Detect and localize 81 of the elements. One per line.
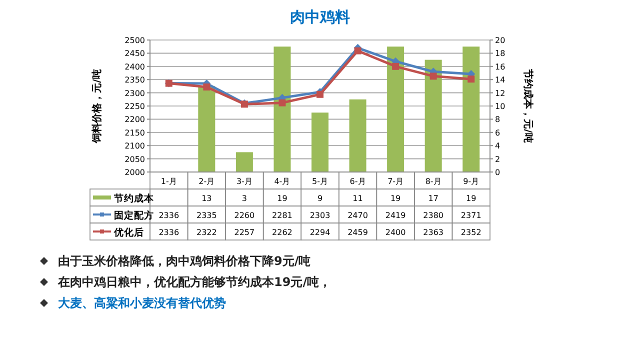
point	[203, 83, 210, 90]
data-label: 2380	[423, 211, 444, 220]
point	[468, 76, 475, 83]
data-label: 2400	[385, 228, 406, 237]
data-label: 2470	[348, 211, 368, 220]
data-label: 2260	[234, 211, 255, 220]
y2-tick-label: 18	[495, 49, 506, 58]
point	[354, 47, 362, 54]
y-tick-label: 2500	[124, 36, 145, 45]
x-tick-label: 8-月	[425, 177, 442, 186]
bar	[274, 46, 291, 172]
data-label: 13	[202, 194, 212, 203]
legend-label: 固定配方	[114, 210, 154, 222]
data-label: 3	[242, 194, 247, 203]
point	[316, 90, 324, 98]
x-tick-label: 5-月	[312, 177, 328, 186]
x-tick-label: 6-月	[350, 177, 366, 186]
x-tick-label: 3-月	[236, 177, 252, 186]
y2-tick-label: 14	[495, 76, 506, 85]
bar	[198, 86, 216, 172]
data-label: 2303	[310, 211, 330, 220]
data-label: 9	[317, 194, 323, 203]
y-axis-title: 饲料价格，元/吨	[91, 69, 103, 144]
y2-tick-label: 20	[495, 36, 506, 45]
data-label: 19	[277, 194, 288, 203]
y2-axis-title: 节约成本，元/吨	[522, 68, 534, 143]
y2-tick-label: 8	[495, 115, 500, 124]
data-label: 2262	[272, 228, 292, 237]
data-label: 2257	[234, 228, 255, 237]
data-label: 2459	[348, 228, 368, 237]
y-tick-label: 2250	[124, 102, 145, 111]
data-label: 2335	[196, 211, 217, 220]
text: 由于玉米价格降低，肉中鸡饲料价格下降9元/吨	[58, 254, 311, 268]
data-label: 2281	[272, 211, 292, 220]
y-tick-label: 2350	[124, 76, 145, 85]
y-tick-label: 2400	[124, 62, 145, 72]
bar	[236, 152, 253, 172]
data-label: 2294	[310, 228, 330, 237]
y2-tick-label: 6	[495, 128, 500, 138]
data-label: 2336	[158, 228, 180, 237]
y2-tick-label: 0	[495, 168, 500, 177]
y2-tick-label: 16	[495, 62, 506, 72]
data-label: 2336	[158, 211, 180, 220]
data-label: 2363	[423, 228, 444, 237]
data-label: 19	[466, 194, 476, 203]
y-tick-label: 2150	[124, 128, 145, 138]
x-tick-label: 2-月	[198, 177, 215, 186]
bar	[312, 112, 328, 172]
y-tick-label: 2000	[124, 168, 145, 177]
data-label: 2419	[385, 211, 406, 220]
text: 大麦、高粱和小麦没有替代优势	[58, 296, 226, 310]
x-tick-label: 1-月	[160, 177, 177, 186]
y-tick-label: 2050	[124, 154, 145, 164]
x-tick-label: 4-月	[274, 177, 290, 186]
x-tick-label: 7-月	[388, 177, 404, 186]
bar	[462, 46, 480, 172]
bar	[387, 46, 404, 172]
data-label: 2371	[460, 211, 482, 220]
data-label: 19	[390, 194, 401, 203]
y-tick-label: 2100	[124, 142, 145, 151]
data-label: 2352	[460, 228, 482, 237]
data-label: 11	[352, 194, 363, 203]
point	[392, 62, 400, 70]
y-tick-label: 2300	[124, 88, 145, 98]
y-tick-label: 2200	[124, 115, 145, 124]
text: 在肉中鸡日粮中，优化配方能够节约成本19元/吨，	[57, 275, 332, 289]
y2-tick-label: 10	[495, 102, 506, 111]
bar	[424, 60, 442, 172]
legend-label: 节约成本	[113, 192, 155, 204]
x-tick-label: 9-月	[463, 177, 480, 186]
chart-title: 肉中鸡料	[290, 8, 350, 26]
y2-tick-label: 4	[495, 142, 500, 151]
bar	[349, 99, 366, 172]
y2-tick-label: 2	[495, 154, 500, 164]
legend-label: 优化后	[113, 226, 144, 238]
data-label: 17	[428, 194, 438, 203]
y-tick-label: 2450	[124, 49, 145, 58]
point	[430, 72, 437, 80]
data-label: 2322	[196, 228, 217, 237]
y2-tick-label: 12	[495, 88, 506, 98]
point	[278, 99, 286, 106]
